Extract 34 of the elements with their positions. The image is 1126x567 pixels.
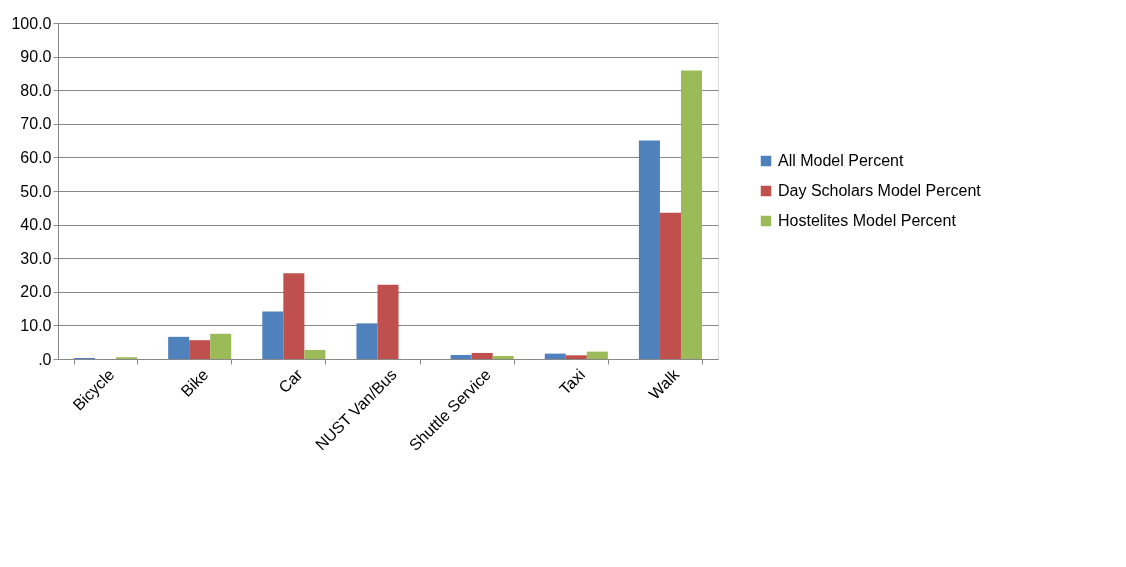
y-tick-label: 30.0 <box>20 249 52 267</box>
legend-label: Day Scholars Model Percent <box>778 182 982 199</box>
y-tick-label: 70.0 <box>20 115 52 133</box>
bar <box>262 311 284 359</box>
y-tick-label: .0 <box>38 350 52 368</box>
bar <box>168 336 190 359</box>
bar <box>189 340 211 359</box>
bar <box>638 140 660 359</box>
y-tick-label: 40.0 <box>20 216 52 234</box>
y-tick-label: 60.0 <box>20 148 52 166</box>
bar <box>377 284 399 359</box>
bar <box>492 355 514 359</box>
bar <box>356 323 378 359</box>
bar <box>544 353 566 359</box>
bar <box>659 212 681 359</box>
x-tick-label: Car <box>275 365 307 397</box>
x-tick-label: Taxi <box>555 365 589 398</box>
bar <box>210 333 232 359</box>
y-tick-label: 80.0 <box>20 81 52 99</box>
bar <box>586 351 608 359</box>
bar <box>304 349 326 359</box>
bar <box>680 70 702 359</box>
x-tick-label: Bike <box>177 365 212 400</box>
y-tick-label: 50.0 <box>20 182 52 200</box>
y-tick-label: 90.0 <box>20 48 52 66</box>
bar <box>450 354 472 359</box>
bar <box>565 355 587 359</box>
y-tick-label: 100.0 <box>11 14 52 32</box>
y-tick-label: 10.0 <box>20 316 52 334</box>
bar <box>471 352 493 359</box>
legend-label: Hostelites Model Percent <box>778 212 957 229</box>
y-tick-label: 20.0 <box>20 283 52 301</box>
legend-label: All Model Percent <box>778 152 904 169</box>
bar <box>283 273 305 359</box>
